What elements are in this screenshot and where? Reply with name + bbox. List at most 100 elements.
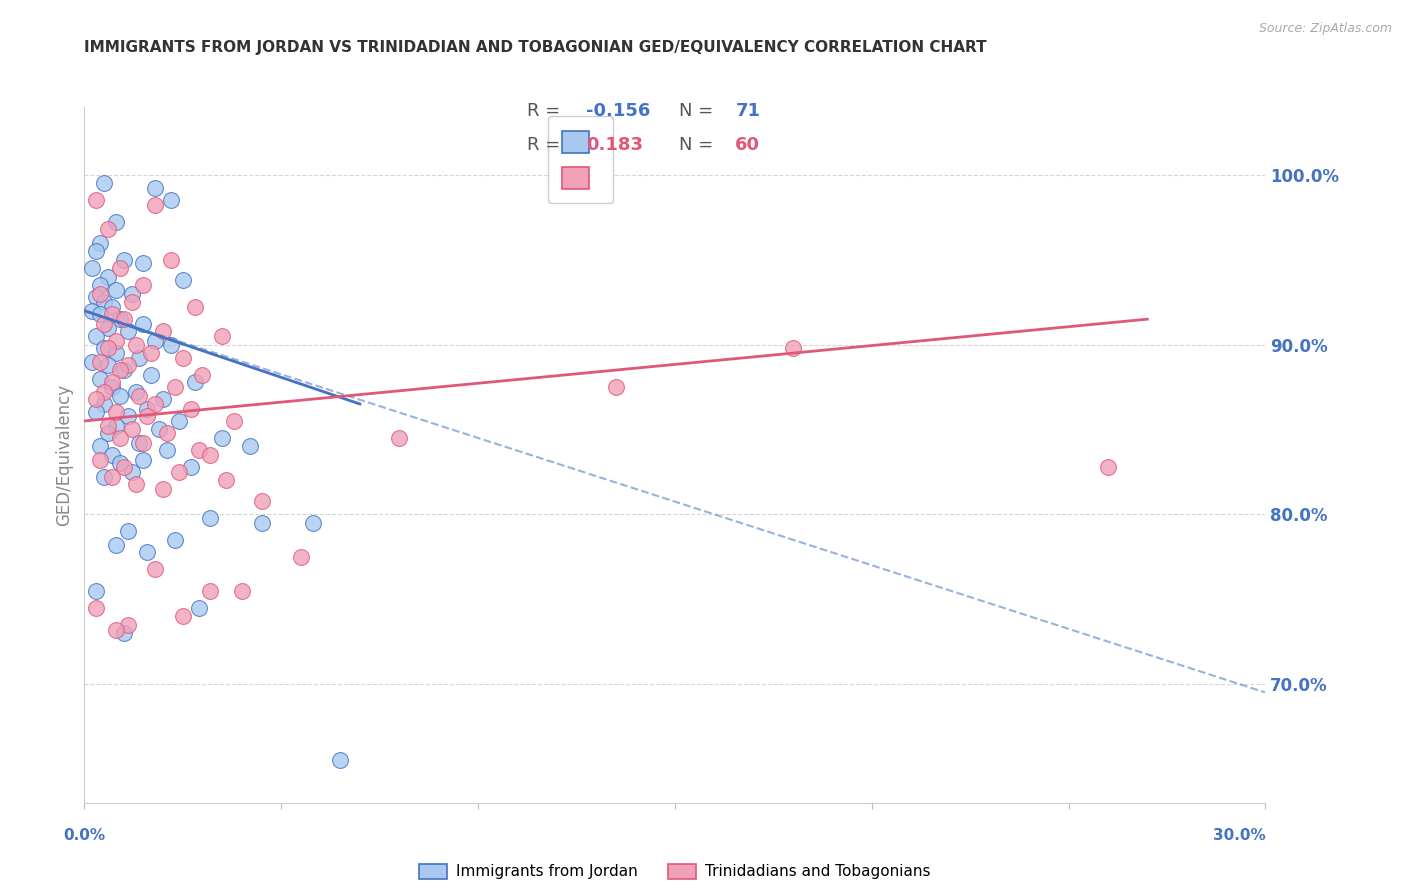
Point [124,476,146,491]
Point [89,371,111,385]
Point [84,600,107,615]
Point [167,414,190,428]
Point [290,549,312,564]
Point [89,278,111,293]
Point [112,363,135,377]
Point [117,409,139,423]
Point [97,320,120,334]
Point [239,439,262,453]
Point [104,419,127,434]
Point [97,269,120,284]
Point [104,283,127,297]
Point [101,470,124,484]
Point [143,198,166,212]
Point [101,448,124,462]
Point [104,405,127,419]
Text: Source: ZipAtlas.com: Source: ZipAtlas.com [1258,22,1392,36]
Point [124,337,146,351]
Point [191,368,214,383]
Point [97,222,120,236]
Point [93,295,115,310]
Point [132,436,155,450]
Point [93,397,115,411]
Point [160,337,183,351]
Text: R =: R = [527,136,567,153]
Point [163,533,186,547]
Point [117,617,139,632]
Point [200,583,222,598]
Point [121,286,143,301]
Point [117,358,139,372]
Point [82,354,104,368]
Point [104,346,127,360]
Point [132,256,155,270]
Point [108,388,131,402]
Point [93,318,115,332]
Point [128,436,150,450]
Point [89,235,111,250]
Text: 0.0%: 0.0% [63,829,105,843]
Point [301,516,323,530]
Point [143,334,166,349]
Point [132,278,155,293]
Point [143,561,166,575]
Point [101,300,124,314]
Point [97,419,120,434]
Point [183,300,205,314]
Point [112,252,135,267]
Point [93,470,115,484]
Point [101,375,124,389]
Point [172,273,194,287]
Point [183,375,205,389]
Point [152,482,174,496]
Point [187,600,209,615]
Text: 30.0%: 30.0% [1212,829,1265,843]
Y-axis label: GED/Equivalency: GED/Equivalency [55,384,73,526]
Point [143,181,166,195]
Point [215,474,238,488]
Point [160,252,183,267]
Point [97,425,120,440]
Point [231,583,253,598]
Point [89,354,111,368]
Point [388,431,411,445]
Point [117,324,139,338]
Point [128,388,150,402]
Point [121,295,143,310]
Text: -0.156: -0.156 [586,103,651,120]
Point [104,538,127,552]
Point [172,351,194,366]
Point [84,329,107,343]
Point [1097,459,1119,474]
Point [108,363,131,377]
Point [156,442,179,457]
Point [200,510,222,524]
Point [82,303,104,318]
Point [117,524,139,539]
Point [187,442,209,457]
Point [108,457,131,471]
Point [84,392,107,406]
Point [132,453,155,467]
Point [93,177,115,191]
Point [84,194,107,208]
Point [89,439,111,453]
Point [89,307,111,321]
Point [84,244,107,259]
Point [136,409,159,423]
Point [136,402,159,417]
Point [172,609,194,624]
Point [104,334,127,349]
Text: N =: N = [679,103,718,120]
Point [148,422,170,436]
Point [124,385,146,400]
Point [152,392,174,406]
Point [250,493,273,508]
Text: 71: 71 [735,103,761,120]
Point [156,425,179,440]
Text: IMMIGRANTS FROM JORDAN VS TRINIDADIAN AND TOBAGONIAN GED/EQUIVALENCY CORRELATION: IMMIGRANTS FROM JORDAN VS TRINIDADIAN AN… [84,40,987,55]
Point [152,324,174,338]
Point [112,459,135,474]
Point [167,465,190,479]
Point [82,261,104,276]
